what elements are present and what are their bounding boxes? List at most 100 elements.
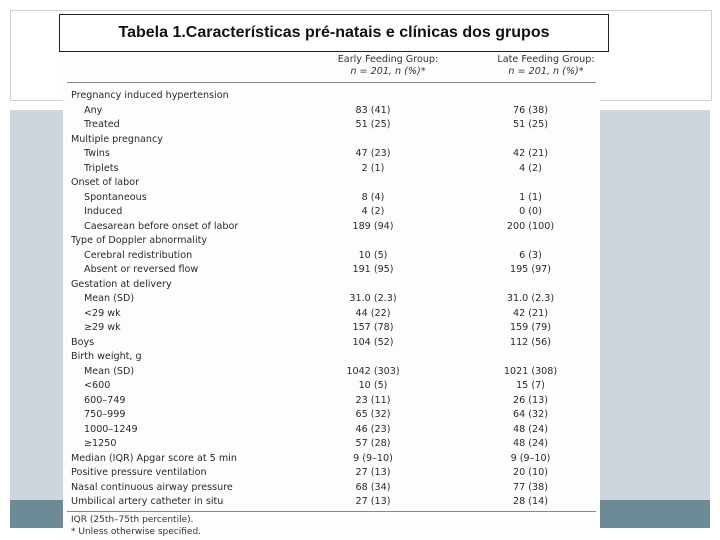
early-value: 1042 (303) xyxy=(346,365,400,377)
early-value: 68 (34) xyxy=(355,481,391,493)
row-label: <600 xyxy=(84,380,111,391)
late-value: 76 (38) xyxy=(513,104,548,116)
late-value: 112 (56) xyxy=(509,336,552,348)
row-label: Caesarean before onset of labor xyxy=(84,220,239,232)
table-row: Triplets 2 (1) 4 (2) xyxy=(63,162,600,177)
footnote-iqr: IQR (25th–75th percentile). xyxy=(71,515,194,525)
row-label: Positive pressure ventilation xyxy=(71,467,207,478)
table-image: Early Feeding Group: n = 201, n (%)* Lat… xyxy=(63,52,600,540)
footnote-unless: * Unless otherwise specified. xyxy=(71,527,202,537)
row-label: <29 wk xyxy=(84,307,121,319)
row-label: Mean (SD) xyxy=(84,365,135,377)
table-row: Mean (SD) 31.0 (2.3) 31.0 (2.3) xyxy=(63,292,600,307)
row-label: Boys xyxy=(71,336,95,348)
late-value: 26 (13) xyxy=(513,394,548,406)
late-value: 15 (7) xyxy=(516,380,545,391)
table-row: 600–749 23 (11) 26 (13) xyxy=(63,394,600,409)
row-label: Triplets xyxy=(84,162,119,174)
late-value: 48 (24) xyxy=(513,438,548,449)
early-value: 104 (52) xyxy=(352,336,394,348)
late-value: 42 (21) xyxy=(513,148,548,159)
table-row: Twins 47 (23) 42 (21) xyxy=(63,147,600,162)
late-value: 31.0 (2.3) xyxy=(506,293,555,304)
late-value: 48 (24) xyxy=(513,423,548,435)
table-row: Cerebral redistribution 10 (5) 6 (3) xyxy=(63,249,600,264)
table-row: Nasal continuous airway pressure 68 (34) 7… xyxy=(63,481,600,496)
table-row: Birth weight, g xyxy=(63,350,600,365)
early-value: 27 (13) xyxy=(355,467,391,478)
table-row: Pregnancy induced hypertension xyxy=(63,89,600,104)
early-value: 8 (4) xyxy=(361,191,385,203)
row-label: ≥29 wk xyxy=(84,322,121,333)
early-value: 4 (2) xyxy=(361,206,385,217)
late-value: 9 (9–10) xyxy=(510,452,551,464)
table-row: Mean (SD) 1042 (303) 1021 (308) xyxy=(63,365,600,380)
early-value: 57 (28) xyxy=(355,438,391,449)
slide-footer-right xyxy=(600,500,710,528)
row-label: Umbilical artery catheter in situ xyxy=(71,496,224,507)
late-value: 28 (14) xyxy=(513,496,548,507)
slide-footer-left xyxy=(10,500,65,528)
late-value: 1 (1) xyxy=(519,191,542,203)
table-row: Spontaneous 8 (4) 1 (1) xyxy=(63,191,600,206)
early-value: 51 (25) xyxy=(355,119,391,130)
row-label: Onset of labor xyxy=(71,177,140,188)
row-label: ≥1250 xyxy=(84,438,117,449)
column-header-early: Early Feeding Group: n = 201, n (%)* xyxy=(318,54,458,78)
row-label: Nasal continuous airway pressure xyxy=(71,481,233,493)
early-value: 44 (22) xyxy=(355,307,391,319)
column-header-early-label: Early Feeding Group: xyxy=(337,54,439,65)
table-row: <29 wk 44 (22) 42 (21) xyxy=(63,307,600,322)
row-label: Birth weight, g xyxy=(71,351,142,362)
table-row: Gestation at delivery xyxy=(63,278,600,293)
early-value: 9 (9–10) xyxy=(353,452,393,464)
early-value: 23 (11) xyxy=(355,394,391,406)
column-header-late: Late Feeding Group: n = 201, n (%)* xyxy=(476,54,616,78)
table-row: ≥1250 57 (28) 48 (24) xyxy=(63,437,600,452)
row-label: Treated xyxy=(84,119,120,130)
early-value: 31.0 (2.3) xyxy=(349,293,397,304)
late-value: 6 (3) xyxy=(519,249,542,261)
table-row: Multiple pregnancy xyxy=(63,133,600,148)
column-header-late-sub: n = 201, n (%)* xyxy=(508,66,584,77)
late-value: 77 (38) xyxy=(513,481,548,493)
early-value: 157 (78) xyxy=(352,322,394,333)
table-row: ≥29 wk 157 (78) 159 (79) xyxy=(63,321,600,336)
row-label: Cerebral redistribution xyxy=(84,249,193,261)
table-row: Type of Doppler abnormality xyxy=(63,234,600,249)
slide-frame xyxy=(10,10,712,101)
table-row: Umbilical artery catheter in situ 27 (13)… xyxy=(63,495,600,510)
early-value: 65 (32) xyxy=(355,409,391,420)
late-value: 51 (25) xyxy=(513,119,548,130)
row-label: 1000–1249 xyxy=(84,423,138,435)
table-row: Any 83 (41) 76 (38) xyxy=(63,104,600,119)
late-value: 64 (32) xyxy=(513,409,548,420)
row-label: Twins xyxy=(84,148,110,159)
late-value: 20 (10) xyxy=(513,467,548,478)
column-header-late-label: Late Feeding Group: xyxy=(497,54,595,65)
row-label: Multiple pregnancy xyxy=(71,133,163,145)
early-value: 46 (23) xyxy=(355,423,391,435)
table-footnotes: IQR (25th–75th percentile). * Unless oth… xyxy=(71,514,201,538)
row-label: Spontaneous xyxy=(84,191,147,203)
row-label: 600–749 xyxy=(84,394,126,406)
header-divider xyxy=(67,82,596,83)
footer-divider xyxy=(67,511,596,512)
table-row: 1000–1249 46 (23) 48 (24) xyxy=(63,423,600,438)
table-row: Boys 104 (52) 112 (56) xyxy=(63,336,600,351)
row-label: Gestation at delivery xyxy=(71,278,172,290)
table-row: Caesarean before onset of labor 189 (94) 2… xyxy=(63,220,600,235)
table-row: <600 10 (5) 15 (7) xyxy=(63,379,600,394)
early-value: 189 (94) xyxy=(352,220,394,232)
late-value: 195 (97) xyxy=(509,264,552,275)
table-row: Induced 4 (2) 0 (0) xyxy=(63,205,600,220)
late-value: 200 (100) xyxy=(506,220,555,232)
row-label: Pregnancy induced hypertension xyxy=(71,90,229,101)
early-value: 10 (5) xyxy=(358,249,388,261)
late-value: 1021 (308) xyxy=(503,365,558,377)
table-row: Treated 51 (25) 51 (25) xyxy=(63,118,600,133)
table-row: Median (IQR) Apgar score at 5 min 9 (9–10… xyxy=(63,452,600,467)
early-value: 10 (5) xyxy=(358,380,388,391)
early-value: 83 (41) xyxy=(355,104,391,116)
early-value: 2 (1) xyxy=(361,162,385,174)
